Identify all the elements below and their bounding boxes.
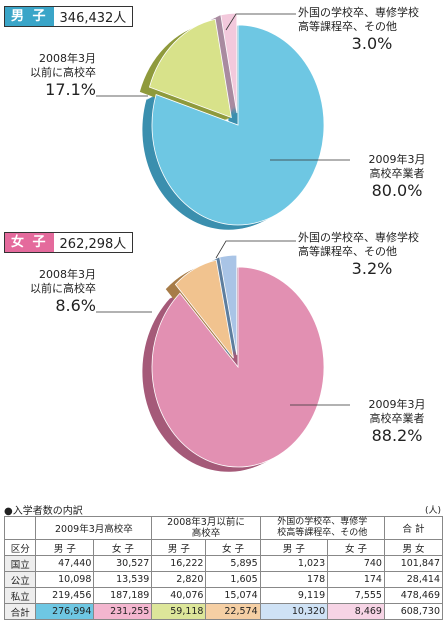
table-group-header-row: 2009年3月高校卒 2008年3月以前に 高校卒 外国の学校卒、専修学 校高等… [3, 516, 444, 540]
table-cell: 22,574 [205, 603, 261, 620]
table-cell: 231,255 [93, 603, 153, 620]
table-cell: 101,847 [383, 555, 444, 572]
table-cell: 40,076 [151, 587, 207, 604]
callout-label: 2008年3月 以前に高校卒 [30, 52, 96, 79]
callout-label: 2009年3月 高校卒業者 [368, 398, 426, 425]
table-row: 国立 47,440 30,527 16,222 5,895 1,023 740 … [3, 555, 444, 572]
slice-2009-graduates [151, 24, 325, 226]
callout-value: 80.0% [371, 181, 423, 200]
table-group-header: 外国の学校卒、専修学 校高等課程卒、その他 [259, 516, 385, 540]
table-row-label: 公立 [3, 571, 37, 588]
table-cell: 8,469 [327, 603, 385, 620]
table-cell: 174 [327, 571, 385, 588]
table-cell: 608,730 [383, 603, 444, 620]
table-cell: 276,994 [35, 603, 95, 620]
table-cell: 13,539 [93, 571, 153, 588]
table-sub-header: 男 女 [383, 539, 444, 556]
table-row-label: 合計 [3, 603, 37, 620]
table-sub-header: 区分 [3, 539, 37, 556]
callout-value: 88.2% [371, 426, 423, 445]
table-cell: 740 [327, 555, 385, 572]
slice-2009-graduates [151, 266, 325, 468]
callout-label: 外国の学校卒、専修学校 高等課程卒、その他 [298, 6, 419, 33]
slice-2008-or-earlier [148, 18, 232, 119]
table-cell: 1,605 [205, 571, 261, 588]
slice-other [219, 254, 238, 356]
table-sub-header: 女 子 [327, 539, 385, 556]
table-row-label: 国立 [3, 555, 37, 572]
table-cell: 28,414 [383, 571, 444, 588]
male-count-badge: 男 子 346,432人 [4, 6, 134, 27]
table-sub-header-row: 区分 男 子 女 子 男 子 女 子 男 子 女 子 男 女 [3, 539, 444, 556]
table-sub-header: 男 子 [35, 539, 95, 556]
table-cell: 178 [259, 571, 329, 588]
female-count-badge: 女 子 262,298人 [4, 232, 134, 253]
table-sub-header: 男 子 [151, 539, 207, 556]
slice-2008-or-earlier [174, 259, 234, 359]
callout-female-2008: 2008年3月 以前に高校卒 8.6% [6, 268, 96, 315]
table-group-header: 合 計 [383, 516, 444, 540]
leader-line [225, 13, 296, 31]
table-row: 私立 219,456 187,189 40,076 15,074 9,119 7… [3, 587, 444, 604]
leader-line [215, 240, 296, 259]
male-count: 346,432人 [59, 11, 127, 26]
table-cell: 15,074 [205, 587, 261, 604]
table-cell: 10,098 [35, 571, 95, 588]
table-cell: 187,189 [93, 587, 153, 604]
slice-other [220, 12, 238, 114]
callout-value: 17.1% [45, 80, 96, 99]
pie-chart-female [142, 254, 325, 472]
table-group-header: 2008年3月以前に 高校卒 [151, 516, 261, 540]
table-row-label: 私立 [3, 587, 37, 604]
table-group-header: 2009年3月高校卒 [35, 516, 153, 540]
callout-female-other: 外国の学校卒、専修学校 高等課程卒、その他 3.2% [298, 231, 446, 278]
pie-charts [96, 12, 350, 472]
table-total-row: 合計 276,994 231,255 59,118 22,574 10,320 … [3, 603, 444, 620]
table-corner [3, 516, 37, 540]
callout-label: 2008年3月 以前に高校卒 [30, 268, 96, 295]
callout-label: 2009年3月 高校卒業者 [368, 153, 426, 180]
callout-male-other: 外国の学校卒、専修学校 高等課程卒、その他 3.0% [298, 6, 446, 53]
pie-chart-male [139, 12, 325, 230]
table-cell: 10,320 [259, 603, 329, 620]
table-sub-header: 女 子 [93, 539, 153, 556]
table-cell: 30,527 [93, 555, 153, 572]
table-cell: 2,820 [151, 571, 207, 588]
female-tag: 女 子 [5, 233, 54, 252]
female-count: 262,298人 [59, 237, 127, 252]
callout-label: 外国の学校卒、専修学校 高等課程卒、その他 [298, 231, 419, 258]
table-cell: 219,456 [35, 587, 95, 604]
table-sub-header: 女 子 [205, 539, 261, 556]
table-cell: 59,118 [151, 603, 207, 620]
callout-value: 8.6% [55, 296, 96, 315]
table-cell: 1,023 [259, 555, 329, 572]
table-cell: 47,440 [35, 555, 95, 572]
callout-value: 3.0% [351, 34, 393, 53]
male-tag: 男 子 [5, 7, 54, 26]
callout-male-2008: 2008年3月 以前に高校卒 17.1% [6, 52, 96, 99]
table-cell: 5,895 [205, 555, 261, 572]
callout-female-2009: 2009年3月 高校卒業者 88.2% [352, 398, 442, 445]
table-cell: 478,469 [383, 587, 444, 604]
callout-male-2009: 2009年3月 高校卒業者 80.0% [352, 153, 442, 200]
callout-value: 3.2% [351, 259, 393, 278]
table-row: 公立 10,098 13,539 2,820 1,605 178 174 28,… [3, 571, 444, 588]
table-cell: 9,119 [259, 587, 329, 604]
breakdown-table: 2009年3月高校卒 2008年3月以前に 高校卒 外国の学校卒、専修学 校高等… [3, 516, 444, 620]
table-unit: (人) [424, 506, 441, 516]
table-title: ●入学者数の内訳 [4, 506, 83, 517]
table-sub-header: 男 子 [259, 539, 329, 556]
table-cell: 7,555 [327, 587, 385, 604]
table-cell: 16,222 [151, 555, 207, 572]
